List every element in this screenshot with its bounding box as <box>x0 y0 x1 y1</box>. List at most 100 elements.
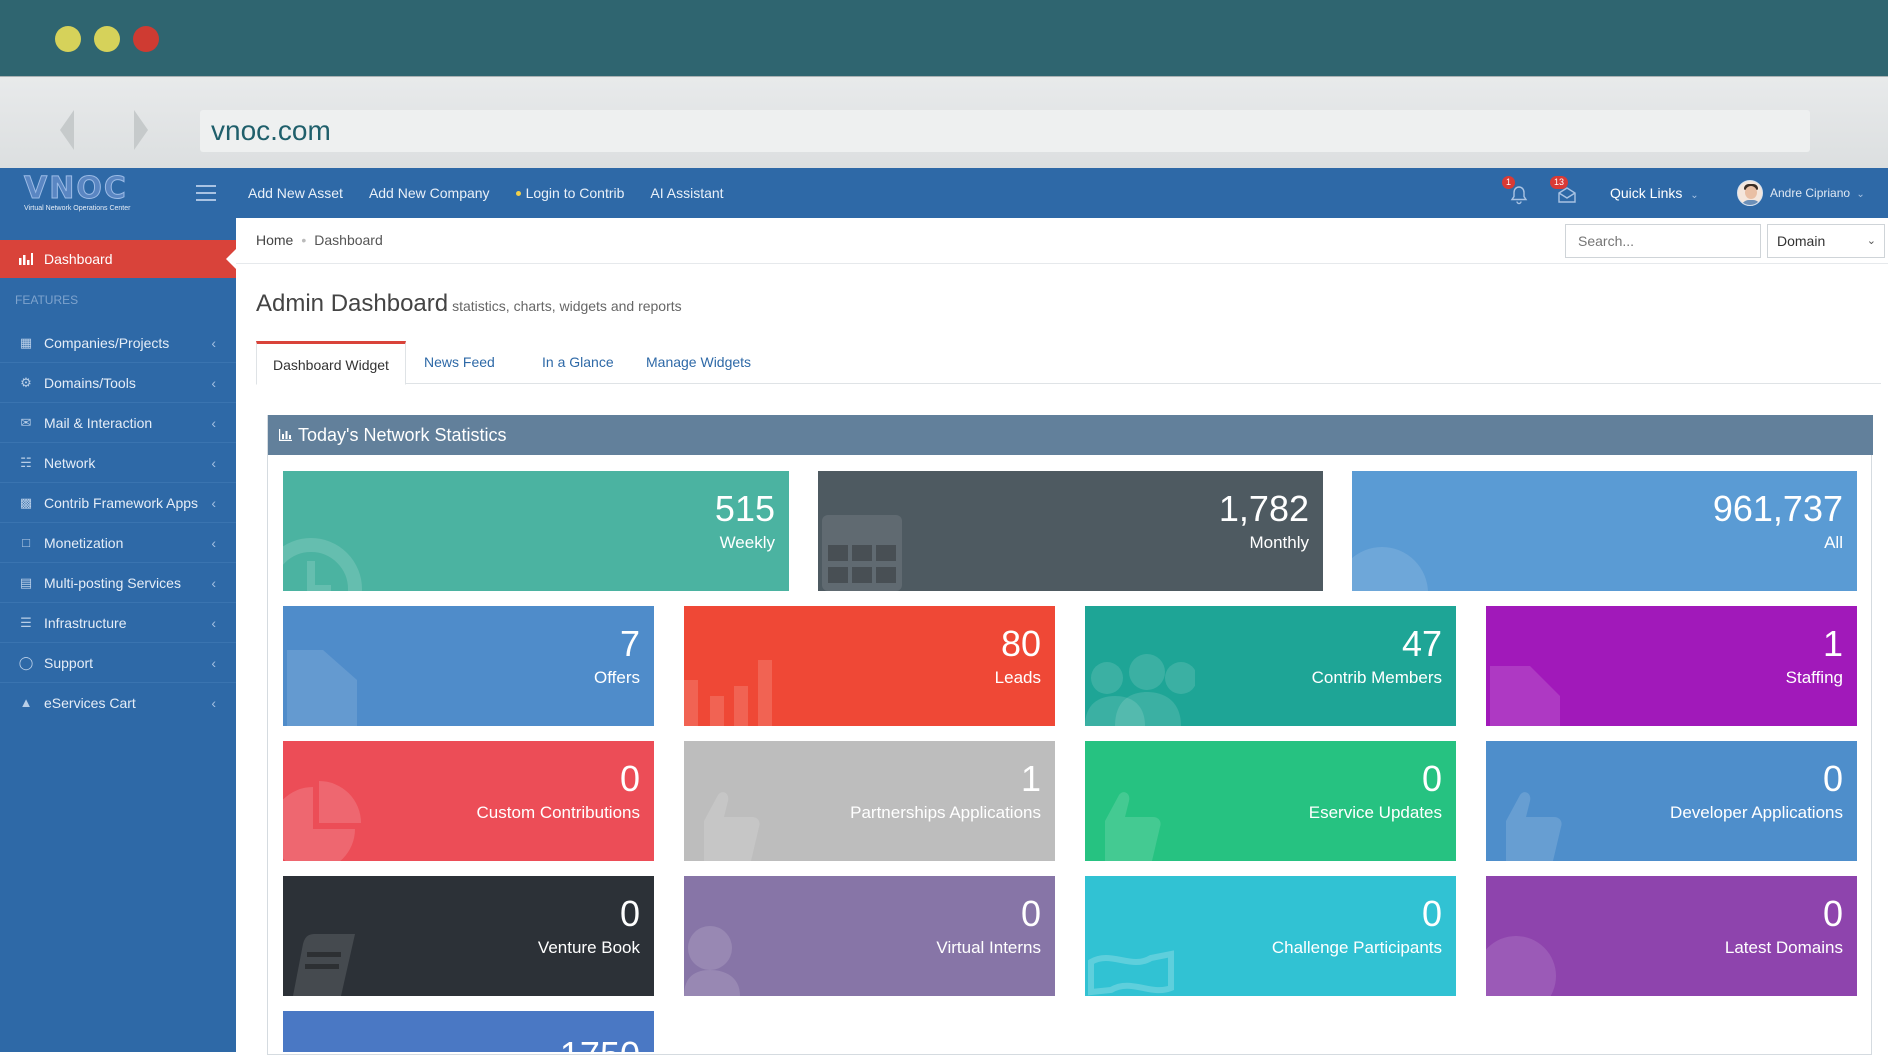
gear-icon: ⚙ <box>20 374 32 390</box>
page-title-text: Admin Dashboard <box>256 290 449 317</box>
messages-button[interactable]: 13 <box>1550 176 1578 206</box>
stat-tile-eservice-updates[interactable]: 0 Eservice Updates <box>1085 741 1456 861</box>
chevron-left-icon: ‹ <box>211 654 216 671</box>
breadcrumb-separator: • <box>301 232 307 248</box>
sidebar-item-label: Contrib Framework Apps <box>44 494 199 511</box>
stat-value: 0 <box>619 758 640 799</box>
clock-icon <box>283 538 362 591</box>
stat-value: 0 <box>1822 758 1843 799</box>
tab-in-a-glance[interactable]: In a Glance <box>542 354 614 370</box>
sidebar-item-multi-posting-services[interactable]: ▤ Multi-posting Services ‹ <box>0 563 236 603</box>
window-titlebar <box>0 0 1888 76</box>
inbox-icon <box>1558 187 1576 203</box>
chevron-left-icon: ‹ <box>211 334 216 351</box>
sidebar-item-mail-interaction[interactable]: ✉ Mail & Interaction ‹ <box>0 403 236 443</box>
sidebar-item-label: Monetization <box>44 534 124 551</box>
database-icon: ☰ <box>20 614 32 630</box>
add-new-asset-link[interactable]: Add New Asset <box>248 185 343 201</box>
sidebar-item-domains-tools[interactable]: ⚙ Domains/Tools ‹ <box>0 363 236 403</box>
stat-tile-offers[interactable]: 7 Offers <box>283 606 654 726</box>
bar-chart-icon <box>19 253 33 265</box>
stat-tile-all[interactable]: 961,737 All <box>1352 471 1857 591</box>
chevron-down-icon: ⌄ <box>1866 235 1876 247</box>
calendar-icon <box>822 515 902 591</box>
stat-tile-contrib-members[interactable]: 47 Contrib Members <box>1085 606 1456 726</box>
stat-value: 1 <box>1020 758 1041 799</box>
globe-icon <box>1352 547 1428 591</box>
stat-tile-partnerships-applications[interactable]: 1 Partnerships Applications <box>684 741 1055 861</box>
stat-value: 961,737 <box>1712 488 1843 529</box>
stat-tile-latest-domains[interactable]: 0 Latest Domains <box>1486 876 1857 996</box>
sidebar-item-dashboard[interactable]: Dashboard <box>0 240 236 278</box>
avatar[interactable] <box>1737 180 1763 206</box>
stat-tile-staffing[interactable]: 1 Staffing <box>1486 606 1857 726</box>
notifications-button[interactable]: 1 <box>1502 176 1530 206</box>
notifications-badge: 1 <box>1502 176 1516 189</box>
sidebar-item-label: eServices Cart <box>44 695 136 711</box>
logo-mark: VNOC <box>24 171 128 206</box>
main-content: Home • Dashboard Domain ⌄ Admin Dashboardst… <box>236 218 1888 1055</box>
tab-news-feed[interactable]: News Feed <box>424 354 495 370</box>
sidebar-item-network[interactable]: ☵ Network ‹ <box>0 443 236 483</box>
login-to-contrib-label: Login to Contrib <box>525 185 625 201</box>
search-input[interactable] <box>1565 224 1761 258</box>
stat-label: Virtual Interns <box>936 938 1041 957</box>
chevron-left-icon: ‹ <box>211 574 216 591</box>
sidebar-item-label: Support <box>44 654 94 671</box>
close-button[interactable] <box>133 26 159 52</box>
building-icon: ▦ <box>19 334 33 350</box>
logo-subtitle: Virtual Network Operations Center <box>24 205 131 212</box>
stat-tile-custom-contributions[interactable]: 0 Custom Contributions <box>283 741 654 861</box>
envelope-icon: ✉ <box>20 414 32 430</box>
sidebar-item-contrib-framework-apps[interactable]: ▩ Contrib Framework Apps ‹ <box>0 483 236 523</box>
forward-arrow-icon[interactable] <box>134 110 148 150</box>
vnoc-logo[interactable]: VNOC Virtual Network Operations Center <box>24 171 144 214</box>
sidebar-item-support[interactable]: ◯ Support ‹ <box>0 643 236 683</box>
stat-label: Leads <box>994 668 1041 687</box>
stat-tile-monthly[interactable]: 1,782 Monthly <box>818 471 1323 591</box>
user-icon <box>684 926 740 996</box>
stat-value: 47 <box>1401 623 1442 664</box>
maximize-button[interactable] <box>94 26 120 52</box>
sidebar-item-eservices-cart[interactable]: ▲ eServices Cart ‹ <box>0 683 236 723</box>
network-statistics-panel: Today's Network Statistics <box>267 415 1873 1055</box>
back-arrow-icon[interactable] <box>60 110 74 150</box>
sidebar-item-infrastructure[interactable]: ☰ Infrastructure ‹ <box>0 603 236 643</box>
stat-tile-developer-applications[interactable]: 0 Developer Applications <box>1486 741 1857 861</box>
breadcrumb-current: Dashboard <box>314 232 383 248</box>
sidebar-item-companies-projects[interactable]: ▦ Companies/Projects ‹ <box>0 323 236 363</box>
stat-tile-virtual-interns[interactable]: 0 Virtual Interns <box>684 876 1055 996</box>
stat-label: Challenge Participants <box>1271 938 1442 957</box>
document-icon <box>1490 666 1560 726</box>
stat-tile-partial[interactable]: 1750 <box>283 1011 654 1052</box>
thumbs-up-icon <box>1506 792 1562 861</box>
stat-tile-venture-book[interactable]: 0 Venture Book <box>283 876 654 996</box>
bar-chart-icon <box>684 660 772 726</box>
stat-value: 1,782 <box>1218 488 1309 529</box>
users-icon <box>1085 654 1195 726</box>
domain-select[interactable]: Domain ⌄ <box>1767 224 1885 258</box>
user-menu[interactable]: Andre Cipriano ⌄ <box>1770 186 1865 200</box>
login-to-contrib-link[interactable]: Login to Contrib <box>515 185 625 201</box>
breadcrumb-home[interactable]: Home <box>256 232 294 248</box>
bar-chart-icon <box>279 429 292 441</box>
stat-value: 7 <box>619 623 640 664</box>
add-new-company-link[interactable]: Add New Company <box>368 185 490 201</box>
tab-manage-widgets[interactable]: Manage Widgets <box>646 354 752 370</box>
thumbs-up-icon <box>704 792 760 861</box>
sidebar-item-label: Domains/Tools <box>44 374 136 391</box>
breadcrumb-bar: Home • Dashboard Domain ⌄ <box>236 218 1888 264</box>
quick-links-dropdown[interactable]: Quick Links ⌄ <box>1610 185 1699 201</box>
stat-tile-leads[interactable]: 80 Leads <box>684 606 1055 726</box>
menu-toggle-icon[interactable] <box>196 185 216 201</box>
stat-tile-weekly[interactable]: 515 Weekly <box>283 471 789 591</box>
minimize-button[interactable] <box>55 26 81 52</box>
address-bar[interactable]: vnoc.com <box>200 110 1810 152</box>
chevron-left-icon: ‹ <box>211 374 216 391</box>
chevron-left-icon: ‹ <box>211 534 216 551</box>
sidebar-item-monetization[interactable]: □ Monetization ‹ <box>0 523 236 563</box>
tab-dashboard-widget[interactable]: Dashboard Widget <box>256 341 406 385</box>
sidebar-item-label: Multi-posting Services <box>44 574 181 591</box>
ai-assistant-link[interactable]: AI Assistant <box>650 185 724 201</box>
stat-tile-challenge-participants[interactable]: 0 Challenge Participants <box>1085 876 1456 996</box>
